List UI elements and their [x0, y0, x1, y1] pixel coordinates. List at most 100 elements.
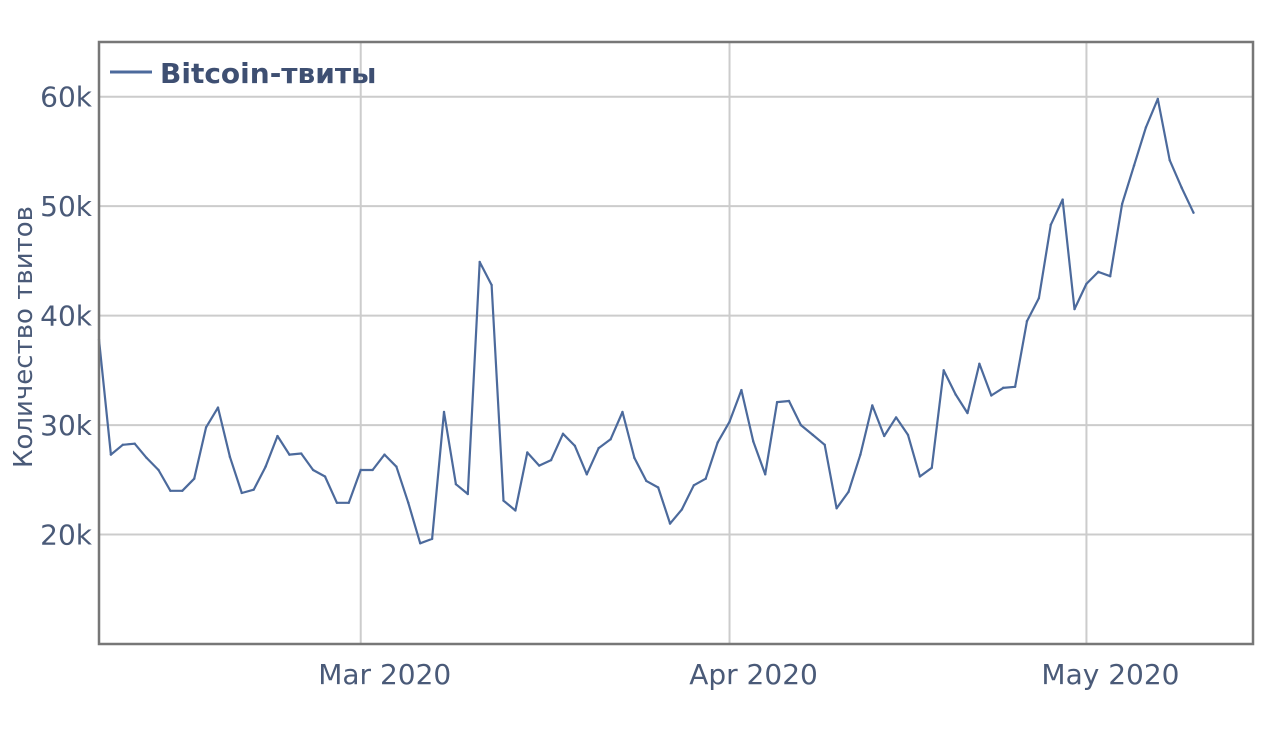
- data-point: [454, 482, 458, 486]
- data-point: [680, 508, 684, 511]
- data-point: [157, 468, 160, 472]
- data-point: [752, 440, 755, 443]
- data-point: [1144, 126, 1148, 129]
- data-point: [1168, 159, 1171, 162]
- data-point: [549, 458, 553, 462]
- data-point: [371, 468, 374, 472]
- data-point: [847, 490, 850, 494]
- data-point: [1037, 296, 1041, 300]
- data-point: [573, 444, 577, 448]
- data-point: [633, 456, 636, 460]
- data-point: [395, 465, 398, 468]
- data-point: [764, 473, 767, 476]
- data-point: [621, 410, 624, 414]
- data-point: [240, 491, 243, 495]
- data-point: [383, 453, 386, 456]
- y-tick-label: 20k: [40, 519, 93, 552]
- data-point: [1132, 164, 1136, 167]
- data-point: [502, 499, 505, 502]
- data-point: [442, 410, 446, 414]
- data-point: [775, 400, 779, 404]
- data-point: [978, 362, 981, 365]
- y-tick-label: 40k: [40, 300, 93, 333]
- data-point: [1192, 211, 1195, 214]
- data-point: [811, 433, 815, 437]
- data-point: [169, 489, 172, 492]
- data-point: [466, 492, 470, 496]
- legend-label: Bitcoin-твиты: [160, 57, 376, 90]
- x-tick-label: Mar 2020: [318, 658, 451, 691]
- data-point: [1156, 97, 1160, 101]
- data-point: [716, 441, 719, 444]
- data-point: [252, 488, 255, 491]
- data-point: [787, 399, 791, 403]
- data-point: [871, 404, 874, 407]
- data-point: [430, 537, 434, 541]
- data-point: [966, 411, 969, 415]
- data-point: [942, 369, 945, 372]
- data-point: [1061, 198, 1064, 201]
- data-point: [799, 423, 803, 427]
- data-point: [823, 443, 826, 446]
- data-point: [882, 434, 886, 438]
- data-point: [133, 442, 136, 445]
- data-point: [704, 477, 707, 480]
- data-point: [906, 433, 910, 437]
- data-point: [181, 489, 184, 492]
- series-layer: [97, 97, 1195, 545]
- data-point: [918, 475, 922, 478]
- data-point: [121, 443, 124, 446]
- data-point: [668, 522, 672, 525]
- data-point: [990, 394, 993, 397]
- data-point: [597, 446, 600, 450]
- data-point: [1109, 275, 1112, 278]
- data-point: [728, 420, 731, 424]
- legend: Bitcoin-твиты: [110, 57, 376, 90]
- data-point: [288, 453, 291, 456]
- data-point: [1073, 307, 1076, 311]
- plot-border: [97, 40, 1255, 646]
- data-point: [490, 283, 493, 287]
- data-point: [1013, 385, 1017, 388]
- data-point: [109, 453, 113, 456]
- data-point: [835, 507, 838, 510]
- data-point: [228, 455, 232, 459]
- series-line: [97, 97, 1195, 545]
- data-point: [514, 509, 517, 512]
- data-point: [1001, 386, 1005, 390]
- data-point: [300, 452, 303, 455]
- y-tick-label: 60k: [40, 81, 93, 114]
- data-point: [740, 388, 743, 392]
- data-point: [335, 501, 339, 505]
- data-point: [407, 501, 410, 505]
- data-point: [692, 484, 696, 487]
- data-point: [537, 464, 541, 467]
- data-point: [216, 406, 220, 409]
- data-point: [359, 468, 362, 472]
- x-tick-label: May 2020: [1041, 658, 1179, 691]
- data-point: [264, 465, 267, 468]
- data-point: [1025, 319, 1029, 323]
- data-point: [1097, 270, 1100, 274]
- data-point: [323, 475, 327, 478]
- x-tick-label: Apr 2020: [689, 658, 818, 691]
- plot-frame: [97, 40, 1255, 646]
- grid: [99, 42, 1253, 644]
- y-tick-label: 30k: [40, 409, 93, 442]
- data-point: [276, 434, 279, 438]
- data-point: [311, 468, 315, 472]
- x-axis-ticks: Mar 2020 Apr 2020 May 2020: [318, 658, 1179, 691]
- data-point: [609, 438, 612, 441]
- data-point: [145, 456, 148, 460]
- data-point: [954, 393, 957, 396]
- data-point: [930, 466, 933, 469]
- data-point: [1085, 282, 1088, 286]
- y-tick-label: 50k: [40, 190, 93, 223]
- data-point: [645, 479, 648, 483]
- data-point: [1120, 202, 1124, 206]
- data-point: [347, 501, 351, 505]
- data-point: [526, 451, 529, 454]
- y-axis-title: Количество твитов: [9, 206, 39, 468]
- data-point: [859, 453, 862, 456]
